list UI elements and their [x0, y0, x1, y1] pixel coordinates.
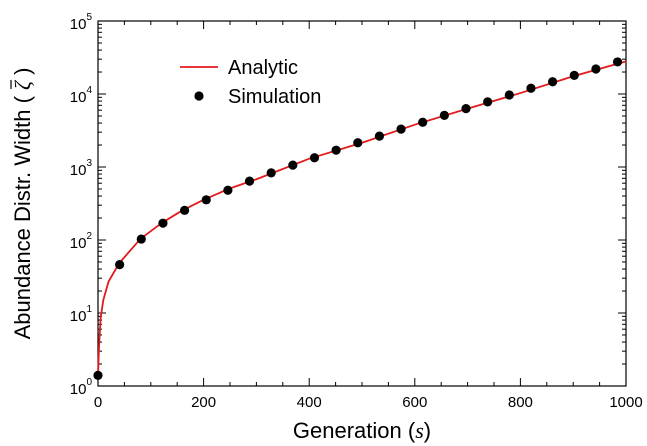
simulation-point [418, 117, 428, 127]
analytic-line [97, 60, 627, 376]
simulation-point [244, 176, 255, 186]
x-tick-label: 200 [191, 394, 216, 411]
legend-simulation-swatch [194, 91, 204, 101]
simulation-point [569, 70, 579, 80]
simulation-point [331, 145, 341, 155]
y-tick-label: 100 [70, 377, 93, 398]
simulation-point [526, 83, 536, 93]
y-tick-label: 104 [70, 85, 93, 106]
simulation-point [612, 57, 623, 67]
x-axis: 0 200 400 600 800 1000 [94, 21, 643, 411]
y-axis: 100 101 102 103 104 105 [70, 12, 626, 398]
simulation-point [136, 234, 146, 244]
legend: Analytic Simulation [180, 57, 321, 108]
x-tick-label: 400 [297, 394, 322, 411]
simulation-point [179, 205, 190, 215]
simulation-point [93, 370, 103, 380]
simulation-point [353, 138, 363, 148]
simulation-point [374, 131, 385, 141]
legend-analytic-label: Analytic [228, 57, 298, 79]
legend-simulation-label: Simulation [228, 86, 321, 108]
analytic-series [97, 60, 627, 376]
simulation-point [504, 90, 514, 100]
simulation-point [201, 195, 211, 205]
y-tick-label: 103 [70, 158, 93, 179]
svg-text:Abundance Distr. Width ( ζ ): Abundance Distr. Width ( ζ ) [10, 68, 35, 340]
simulation-point [266, 168, 276, 178]
x-tick-label: 0 [94, 394, 102, 411]
y-tick-label: 105 [70, 12, 93, 33]
plot-frame [97, 20, 627, 387]
x-tick-label: 1000 [609, 394, 642, 411]
simulation-point [115, 260, 125, 270]
simulation-point [158, 218, 168, 228]
x-tick-label: 800 [508, 394, 533, 411]
simulation-point [309, 153, 320, 163]
simulation-point [483, 97, 493, 107]
plot-area [97, 20, 627, 387]
y-tick-label: 101 [70, 304, 93, 325]
simulation-point [439, 110, 449, 120]
simulation-series [93, 57, 623, 380]
x-axis-title: Generation (s) [293, 418, 431, 443]
y-tick-label: 102 [70, 231, 93, 252]
x-tick-label: 600 [402, 394, 427, 411]
simulation-point [396, 124, 406, 134]
simulation-point [223, 185, 233, 195]
simulation-point [461, 104, 471, 114]
simulation-point [548, 77, 558, 87]
simulation-point [288, 160, 298, 170]
simulation-point [591, 64, 601, 74]
y-axis-title: Abundance Distr. Width ( ζ ) [10, 68, 35, 340]
